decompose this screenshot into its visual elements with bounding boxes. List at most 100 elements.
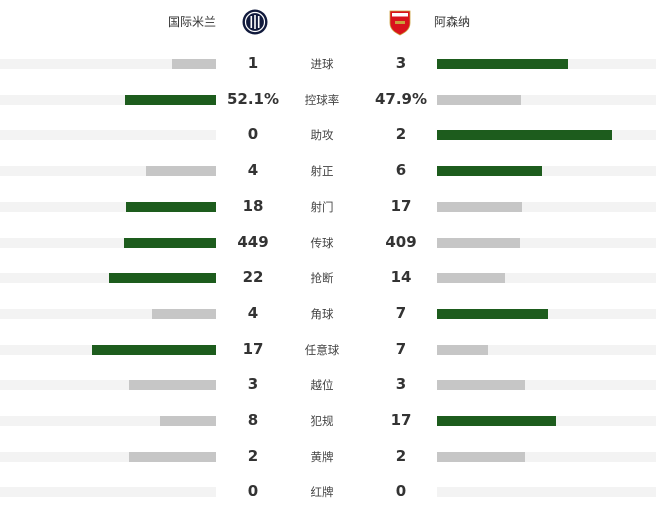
home-bar: [124, 94, 216, 105]
home-bar: [92, 344, 216, 355]
away-bar-track: [437, 487, 656, 498]
away-value: 47.9%: [374, 89, 428, 108]
away-bar: [437, 166, 542, 177]
away-value: 14: [390, 268, 412, 287]
home-value: 1: [247, 54, 259, 72]
away-team-name: 阿森纳: [434, 15, 471, 29]
home-value: 4: [247, 161, 259, 180]
home-bar-track: [0, 166, 216, 177]
home-value: 0: [247, 482, 259, 501]
home-bar: [160, 416, 216, 426]
stat-label: 越位: [310, 378, 334, 393]
stat-label: 射门: [310, 199, 334, 214]
home-team-name: 国际米兰: [168, 15, 217, 29]
stat-row: 52.1% 控球率 47.9%: [0, 90, 660, 110]
away-bar: [437, 451, 525, 462]
away-bar-track: [437, 237, 656, 248]
home-value: 3: [247, 375, 259, 394]
away-bar-track: [437, 380, 656, 391]
stat-label: 助攻: [310, 128, 334, 143]
home-value: 449: [237, 232, 269, 251]
stat-row: 22 抢断 14: [0, 268, 660, 288]
away-bar-track: [437, 416, 656, 426]
away-bar-track: [437, 59, 656, 69]
home-value: 0: [247, 125, 259, 144]
away-bar-track: [437, 273, 656, 284]
stat-row: 4 角球 7: [0, 304, 660, 324]
home-bar-track: [0, 237, 216, 248]
away-value: 17: [390, 196, 412, 215]
away-value: 2: [395, 446, 407, 465]
away-bar-track: [437, 308, 656, 319]
home-bar: [126, 201, 216, 212]
home-bar-track: [0, 201, 216, 212]
home-bar: [109, 273, 216, 284]
home-bar-track: [0, 273, 216, 284]
away-bar-track: [437, 166, 656, 177]
match-header: 国际米兰 阿森纳: [0, 0, 660, 45]
away-bar: [437, 308, 549, 319]
away-bar: [437, 273, 506, 284]
away-bar-track: [437, 130, 656, 141]
stat-label: 射正: [310, 164, 334, 179]
inter-milan-logo-icon: [242, 9, 268, 35]
home-bar-track: [0, 451, 216, 462]
stat-label: 进球: [310, 57, 334, 71]
home-bar-track: [0, 130, 216, 141]
home-bar-track: [0, 380, 216, 391]
away-bar: [437, 59, 569, 69]
away-bar: [437, 94, 521, 105]
home-bar: [146, 166, 216, 177]
home-value: 17: [242, 339, 264, 358]
home-bar-track: [0, 308, 216, 319]
stat-row: 18 射门 17: [0, 197, 660, 217]
stat-row: 0 助攻 2: [0, 125, 660, 145]
home-value: 2: [247, 446, 259, 465]
stat-label: 角球: [310, 306, 334, 321]
home-bar: [128, 380, 216, 391]
away-bar: [437, 130, 612, 141]
away-bar-track: [437, 451, 656, 462]
away-bar: [437, 201, 522, 212]
stat-row: 1 进球 3: [0, 54, 660, 74]
away-value: 7: [395, 339, 407, 358]
away-bar: [437, 344, 489, 355]
home-bar-track: [0, 416, 216, 426]
stat-row: 4 射正 6: [0, 161, 660, 181]
home-bar: [128, 451, 216, 462]
stat-label: 抢断: [310, 271, 334, 286]
away-bar: [437, 237, 521, 248]
stat-label: 犯规: [310, 414, 334, 428]
away-bar: [437, 380, 525, 391]
stat-row: 17 任意球 7: [0, 340, 660, 360]
home-value: 22: [242, 268, 264, 287]
away-value: 3: [395, 54, 407, 72]
stat-label: 任意球: [304, 342, 340, 357]
stat-label: 红牌: [310, 485, 334, 500]
stat-row: 449 传球 409: [0, 233, 660, 253]
away-value: 7: [395, 303, 407, 322]
home-bar: [152, 308, 216, 319]
home-value: 52.1%: [226, 89, 280, 108]
stat-row: 3 越位 3: [0, 375, 660, 395]
home-bar-track: [0, 59, 216, 69]
stat-row: 0 红牌 0: [0, 482, 660, 502]
stat-label: 控球率: [304, 92, 340, 107]
stat-row: 2 黄牌 2: [0, 447, 660, 467]
arsenal-logo-icon: [389, 10, 411, 36]
away-bar-track: [437, 94, 656, 105]
home-value: 8: [247, 411, 259, 429]
away-bar-track: [437, 201, 656, 212]
home-bar-track: [0, 94, 216, 105]
away-value: 17: [390, 411, 412, 429]
away-bar: [437, 416, 556, 426]
away-bar-track: [437, 344, 656, 355]
home-value: 18: [242, 196, 264, 215]
stat-label: 黄牌: [310, 449, 334, 464]
away-value: 2: [395, 125, 407, 144]
home-value: 4: [247, 303, 259, 322]
stat-label: 传球: [310, 235, 334, 250]
home-bar-track: [0, 344, 216, 355]
away-value: 0: [395, 482, 407, 501]
away-value: 6: [395, 161, 407, 180]
